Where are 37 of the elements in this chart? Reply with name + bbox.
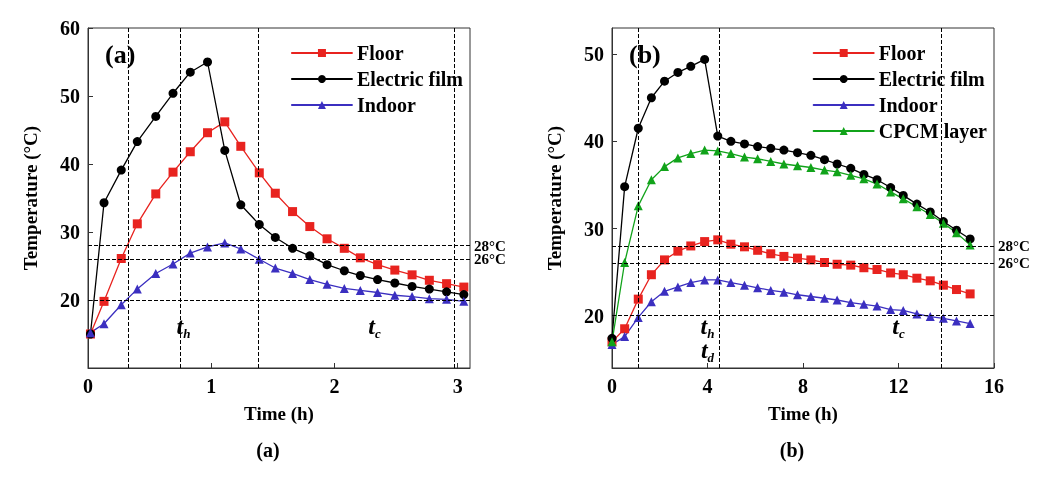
y-tick-label: 50 (60, 85, 80, 107)
text: (b) (779, 439, 805, 462)
legend-label: Floor (356, 42, 404, 64)
x-tick-label: 8 (798, 375, 808, 397)
legend-label: Indoor (356, 94, 416, 116)
chart-title: (a) (105, 39, 136, 69)
y-tick-label: 60 (60, 17, 80, 39)
x-axis-title: Time (h) (244, 403, 314, 425)
y-axis-title: Temperature (°C) (544, 125, 566, 271)
y-tick-label: 50 (584, 43, 604, 66)
x-tick-label: 3 (452, 375, 463, 397)
legend-label: Indoor (878, 94, 938, 116)
legend-label: Floor (878, 42, 926, 64)
y-tick-label: 40 (60, 153, 80, 175)
x-tick-label: 12 (888, 375, 909, 397)
x-tick-label: 1 (206, 375, 217, 397)
ref-line-label: 26°C (998, 255, 1030, 272)
x-tick-label: 0 (83, 375, 93, 397)
legend-label: Electric film (878, 68, 986, 90)
ref-line-label: 26°C (474, 251, 506, 268)
legend-label: Electric film (356, 68, 464, 90)
x-tick-label: 0 (607, 375, 617, 397)
x-tick-label: 16 (984, 375, 1004, 397)
y-tick-label: 20 (584, 304, 604, 327)
text: (a) (256, 439, 280, 462)
x-tick-label: 2 (329, 375, 340, 397)
y-tick-label: 40 (584, 130, 604, 153)
ref-line-label: 28°C (474, 237, 506, 254)
y-tick-label: 20 (60, 289, 80, 311)
legend-label: CPCM layer (878, 120, 988, 143)
ref-line-label: 28°C (998, 237, 1030, 254)
y-axis-title: Temperature (°C) (20, 125, 42, 271)
x-tick-label: 4 (702, 375, 713, 397)
x-axis-title: Time (h) (768, 403, 838, 425)
chart-title: (b) (629, 39, 661, 69)
y-tick-label: 30 (60, 221, 80, 243)
y-tick-label: 30 (584, 217, 604, 240)
